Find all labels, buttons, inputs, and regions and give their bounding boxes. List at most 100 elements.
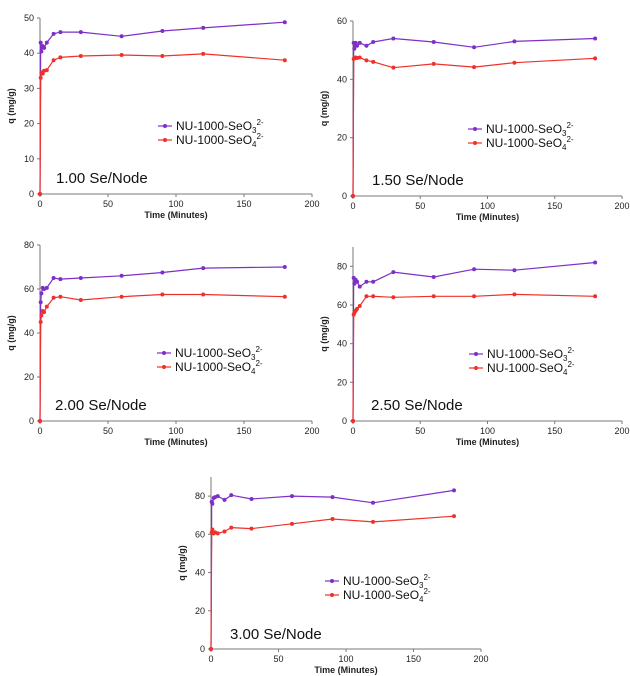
chart-panel-3: 0 20 40 60 80 0 50 100 150 200 Time (Minutes) q (mg… [0, 228, 320, 450]
data-point-series-2 [431, 61, 436, 66]
legend-label-2: NU-1000-SeO42- [487, 360, 575, 377]
data-point-series-2 [58, 55, 63, 60]
series-line-1 [39, 21, 285, 195]
data-point-series-2 [512, 60, 517, 65]
data-point-series-1 [78, 30, 83, 35]
data-point-series-1 [371, 500, 375, 505]
data-point-series-2 [42, 310, 47, 315]
data-point-series-1 [210, 501, 215, 506]
y-tick-label: 0 [29, 189, 34, 199]
x-tick-label: 150 [547, 201, 562, 211]
x-tick-label: 100 [168, 199, 183, 209]
x-tick-label: 100 [338, 654, 353, 664]
data-point-series-2 [78, 298, 83, 302]
x-axis-title: Time (Minutes) [144, 210, 207, 220]
data-point-series-2 [593, 294, 598, 299]
data-point-series-2 [371, 519, 375, 524]
data-point-series-2 [78, 54, 83, 59]
data-point-series-1 [472, 267, 477, 272]
data-point-series-1 [249, 496, 254, 501]
ratio-annotation: 2.00 Se/Node [55, 397, 147, 414]
y-tick-label: 20 [337, 133, 347, 143]
x-tick-label: 150 [236, 199, 251, 209]
y-tick-label: 30 [24, 83, 34, 93]
data-point-series-1 [51, 276, 56, 280]
chart-panel-4: 0 20 40 60 80 0 50 100 150 200 Time (Minutes) q (mg… [315, 228, 630, 450]
data-point-series-1 [42, 45, 47, 50]
data-point-series-2 [44, 68, 49, 73]
y-tick-label: 40 [24, 48, 34, 58]
x-tick-label: 0 [208, 654, 213, 664]
x-axis-title: Time (Minutes) [314, 665, 377, 675]
x-tick-label: 100 [168, 426, 183, 436]
y-tick-label: 0 [342, 416, 347, 426]
legend-label-2: NU-1000-SeO42- [175, 359, 263, 376]
data-point-series-1 [51, 31, 56, 36]
legend-marker-1 [162, 351, 166, 355]
data-point-series-2 [249, 526, 254, 531]
y-tick-label: 20 [24, 119, 34, 129]
x-tick-label: 150 [406, 654, 421, 664]
x-axis-title: Time (Minutes) [456, 212, 519, 222]
data-point-series-2 [209, 647, 213, 651]
data-point-series-2 [282, 58, 287, 63]
data-point-series-1 [364, 43, 369, 48]
data-point-series-2 [119, 294, 124, 299]
chart-svg-2: 0 20 40 60 0 50 100 150 200 Time (Minutes) q (mg/g… [319, 16, 630, 222]
chart-svg-3: 0 20 40 60 80 0 50 100 150 200 Time (Minutes) q (mg… [6, 240, 320, 447]
data-point-series-1 [39, 291, 44, 296]
data-point-series-1 [38, 300, 43, 305]
legend-marker-2 [474, 366, 478, 370]
data-point-series-1 [472, 45, 477, 50]
chart-svg-4: 0 20 40 60 80 0 50 100 150 200 Time (Minutes) q (mg… [319, 247, 630, 447]
data-point-series-2 [51, 295, 56, 300]
data-point-series-1 [391, 36, 396, 41]
x-tick-label: 50 [415, 426, 425, 436]
data-point-series-2 [38, 320, 43, 324]
data-point-series-1 [330, 495, 335, 500]
legend-marker-1 [474, 352, 478, 356]
data-point-series-2 [290, 521, 294, 526]
data-point-series-2 [44, 304, 49, 309]
data-point-series-1 [364, 279, 369, 284]
x-tick-label: 50 [103, 199, 113, 209]
y-tick-label: 0 [342, 191, 347, 201]
chart-panel-1: 0 10 20 30 40 50 0 50 100 150 200 Time (Minutes) q (… [0, 0, 320, 222]
data-point-series-1 [282, 265, 287, 269]
ratio-annotation: 1.50 Se/Node [372, 172, 464, 189]
legend-marker-2 [330, 593, 334, 597]
data-point-series-2 [371, 59, 376, 64]
x-tick-label: 50 [273, 654, 283, 664]
data-point-series-2 [119, 52, 124, 57]
legend-marker-1 [330, 579, 334, 583]
data-point-series-2 [351, 419, 355, 423]
legend-label-2: NU-1000-SeO42- [486, 135, 574, 152]
data-point-series-1 [119, 34, 124, 39]
data-point-series-2 [355, 306, 360, 311]
data-point-series-1 [58, 277, 63, 282]
data-point-series-2 [38, 75, 43, 80]
ratio-annotation: 3.00 Se/Node [230, 626, 322, 643]
chart-panel-2: 0 20 40 60 0 50 100 150 200 Time (Minutes) q (mg/g… [315, 0, 630, 222]
data-point-series-2 [222, 529, 227, 534]
data-point-series-1 [290, 494, 294, 499]
data-point-series-1 [371, 40, 376, 44]
data-point-series-2 [351, 194, 355, 198]
x-tick-label: 0 [37, 426, 42, 436]
data-point-series-2 [58, 294, 63, 299]
x-tick-label: 50 [103, 426, 113, 436]
data-point-series-2 [215, 531, 220, 536]
data-point-series-1 [352, 46, 357, 51]
y-tick-label: 60 [337, 16, 347, 26]
y-tick-label: 80 [195, 491, 205, 501]
y-axis-title: q (mg/g) [177, 545, 187, 581]
data-point-series-1 [201, 266, 206, 271]
data-point-series-1 [160, 29, 165, 34]
y-tick-label: 80 [24, 240, 34, 250]
chart-svg-1: 0 10 20 30 40 50 0 50 100 150 200 Time (Minutes) q (… [6, 13, 320, 220]
y-tick-label: 40 [195, 568, 205, 578]
data-point-series-2 [229, 525, 234, 530]
data-point-series-1 [391, 270, 396, 275]
legend-label-2: NU-1000-SeO42- [176, 132, 264, 149]
data-point-series-1 [357, 40, 362, 45]
